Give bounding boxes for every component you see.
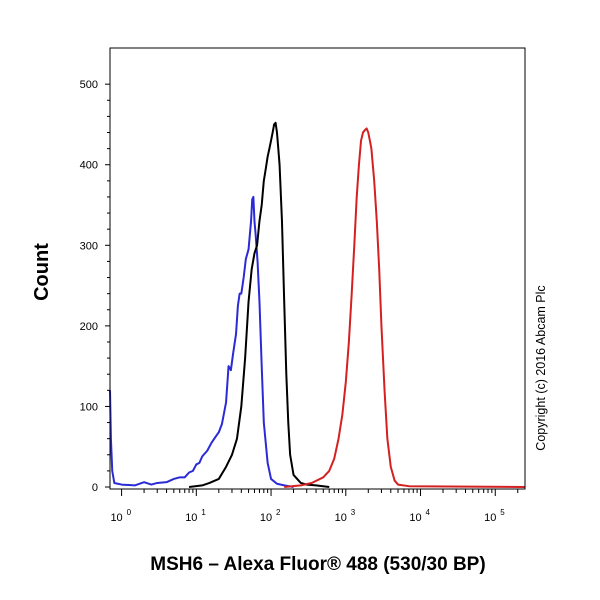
series-layer [109, 121, 526, 488]
x-axis-ticks: 10 0 10 1 10 2 10 3 10 4 10 5 [110, 489, 519, 524]
y-tick-label: 400 [80, 160, 98, 172]
x-tick-exponent: 4 [426, 508, 431, 517]
x-tick-exponent: 1 [201, 508, 206, 517]
y-tick-label: 300 [80, 240, 98, 252]
histogram-series-1 [109, 195, 294, 488]
y-axis-title: Count [31, 243, 53, 301]
x-tick-label: 10 [335, 512, 347, 524]
x-tick-label: 10 [409, 512, 421, 524]
y-tick-label: 0 [92, 482, 98, 494]
x-tick-exponent: 0 [127, 508, 132, 517]
x-tick-exponent: 5 [500, 508, 505, 517]
y-tick-label: 100 [80, 401, 98, 413]
x-tick-label: 10 [484, 512, 496, 524]
x-tick-label: 10 [185, 512, 197, 524]
copyright-annotation: Copyright (c) 2016 Abcam Plc [534, 285, 548, 450]
plot-frame [109, 47, 526, 490]
y-tick-label: 500 [80, 79, 98, 91]
histogram-series-3 [284, 127, 526, 488]
histogram-series-2 [188, 121, 330, 488]
y-tick-label: 200 [80, 321, 98, 333]
y-axis-ticks: 0 100 200 300 400 500 [80, 79, 110, 494]
x-tick-exponent: 3 [351, 508, 356, 517]
x-axis-title: MSH6 – Alexa Fluor® 488 (530/30 BP) [150, 554, 485, 575]
x-tick-label: 10 [110, 512, 122, 524]
x-tick-label: 10 [260, 512, 272, 524]
x-tick-exponent: 2 [276, 508, 281, 517]
